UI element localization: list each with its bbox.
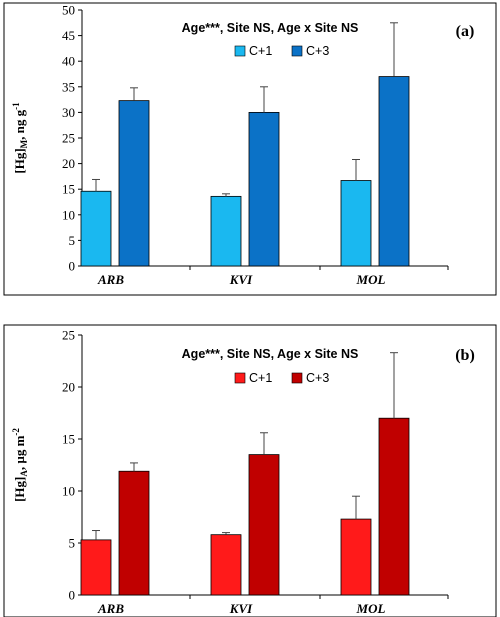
x-category-label: ARB [97,272,124,287]
legend-swatch [234,45,246,57]
plot-frame [3,324,497,617]
x-category-label: ARB [97,601,124,616]
y-tick-label: 45 [62,28,75,43]
legend-label: C+1 [249,44,272,58]
legend-swatch [291,372,303,384]
y-tick-label: 5 [69,536,76,551]
y-axis-title: [Hg]M, ng g-1 [11,102,29,174]
bar-Cplus3-MOL [378,417,410,596]
y-tick-label: 5 [69,233,76,248]
y-tick-label: 50 [62,3,75,18]
bar-Cplus3-KVI [248,112,280,267]
panel-label: (a) [456,23,475,40]
bar-Cplus1-KVI [210,195,242,267]
stats-annotation: Age***, Site NS, Age x Site NS [182,21,359,35]
plot-frame [3,2,497,296]
y-tick-label: 0 [69,588,76,603]
y-tick-label: 30 [62,105,75,120]
y-tick-label: 10 [62,207,75,222]
x-category-label: KVI [229,601,253,616]
legend-label: C+3 [306,44,329,58]
legend-label: C+3 [306,371,329,385]
x-category-label: MOL [356,601,386,616]
y-tick-label: 25 [62,328,75,343]
bar-Cplus3-KVI [248,454,280,596]
y-tick-label: 15 [62,182,75,197]
bar-Cplus1-ARB [80,190,112,267]
bar-Cplus3-ARB [118,470,150,596]
bar-Cplus1-MOL [340,180,372,267]
bar-Cplus1-KVI [210,534,242,596]
y-axis-title: [Hg]A, µg m-2 [11,428,29,502]
y-tick-label: 20 [62,156,75,171]
bar-Cplus3-ARB [118,100,150,267]
chart-panel-a: 0 5 10 15 20 25 30 35 40 45 50 ARB KVI MOL Age***, Sit… [3,2,497,296]
legend-swatch [234,372,246,384]
bar-Cplus3-MOL [378,76,410,267]
y-tick-label: 0 [69,259,76,274]
bar-Cplus1-MOL [340,518,372,596]
y-tick-label: 15 [62,432,75,447]
y-tick-label: 35 [62,79,75,94]
y-tick-label: 25 [62,131,75,146]
legend-swatch [291,45,303,57]
panel-label: (b) [455,347,475,364]
chart-panel-b: 0 5 10 15 20 25 ARB KVI MOL Age***, Site NS, Age … [3,324,497,617]
bar-Cplus1-ARB [80,539,112,596]
stats-annotation: Age***, Site NS, Age x Site NS [182,347,359,361]
x-category-label: MOL [356,272,386,287]
y-tick-label: 40 [62,54,75,69]
y-tick-label: 20 [62,380,75,395]
y-tick-label: 10 [62,484,75,499]
x-category-label: KVI [229,272,253,287]
legend-label: C+1 [249,371,272,385]
